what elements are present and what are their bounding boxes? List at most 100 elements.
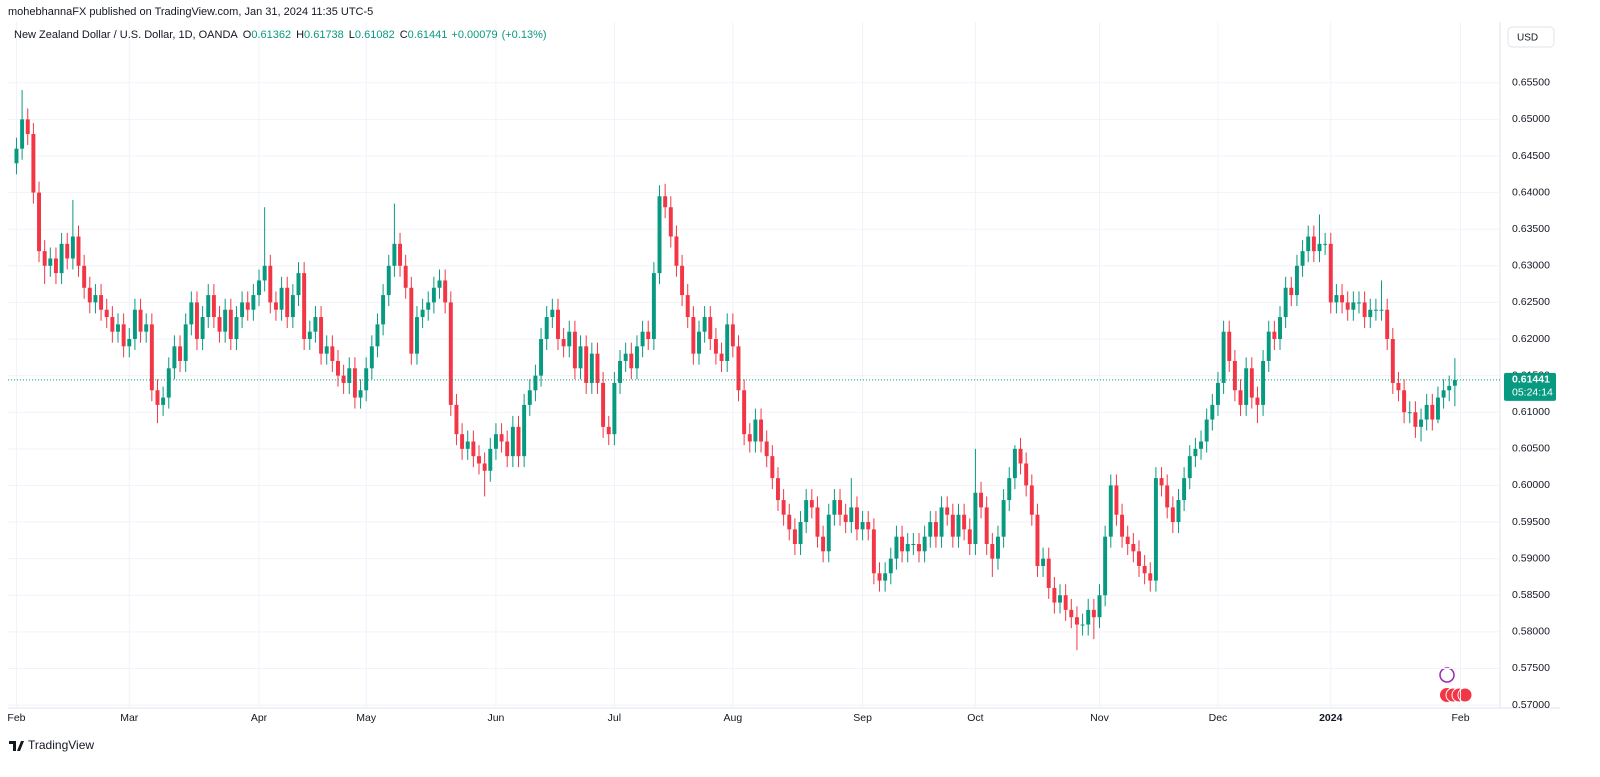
candle-body <box>1074 617 1079 625</box>
candle-body <box>110 317 115 332</box>
candle-body <box>25 119 30 135</box>
candle-body <box>1238 390 1243 405</box>
candle-body <box>928 522 933 537</box>
candle-body <box>1368 309 1373 318</box>
candle-body <box>979 492 984 508</box>
candle-body <box>1345 302 1350 310</box>
candle-body <box>533 375 538 391</box>
candle-body <box>116 324 120 332</box>
candle-body <box>1001 500 1006 537</box>
candle-body <box>1402 390 1407 413</box>
candle-body <box>1063 595 1068 610</box>
candle-body <box>211 295 216 318</box>
brand-logo <box>9 741 24 751</box>
candle-body <box>460 434 465 449</box>
candle-body <box>1199 441 1204 449</box>
candle-body <box>601 382 606 427</box>
y-tick-label: 0.61000 <box>1512 406 1550 418</box>
candle-body <box>144 324 149 332</box>
candle-body <box>279 287 284 310</box>
candle-body <box>674 236 679 266</box>
candle-body <box>20 119 25 149</box>
candle-body <box>1097 595 1102 618</box>
candle-body <box>194 302 199 340</box>
currency-button[interactable] <box>1507 26 1555 48</box>
candle-body <box>556 309 560 340</box>
header: mohebhannaFX published on TradingView.co… <box>8 6 373 18</box>
candle-body <box>1091 609 1096 618</box>
candle-body <box>482 463 487 471</box>
candle-body <box>606 426 611 435</box>
candle-body <box>1029 485 1034 515</box>
candle-body <box>1323 243 1328 245</box>
legend: New Zealand Dollar / U.S. Dollar, 1D, OA… <box>14 29 547 41</box>
candle-body <box>251 295 256 310</box>
candle-body <box>956 514 961 537</box>
x-tick-label: May <box>356 712 377 724</box>
candle-body <box>1413 412 1418 427</box>
candle-body <box>420 309 425 318</box>
candle-body <box>572 331 577 369</box>
candle-body <box>770 456 775 479</box>
candle-body <box>206 295 211 318</box>
candle-body <box>76 236 81 266</box>
candle-body <box>296 273 301 296</box>
candle-body <box>646 331 651 340</box>
candle-body <box>804 500 809 523</box>
y-tick-label: 0.60000 <box>1512 479 1550 491</box>
y-tick-label: 0.64500 <box>1512 150 1550 162</box>
currency[interactable]: USD <box>1517 33 1538 44</box>
candle-body <box>403 265 408 288</box>
candle-body <box>753 419 758 442</box>
candle-body <box>792 529 797 545</box>
candle-body <box>815 507 820 537</box>
candle-body <box>623 353 628 361</box>
candle-body <box>121 324 126 347</box>
x-tick-label: Apr <box>251 712 268 724</box>
candle-body <box>1170 507 1175 523</box>
candle-body <box>493 434 498 449</box>
y-tick-label: 0.65000 <box>1512 113 1550 125</box>
candle-body <box>866 522 871 530</box>
candle-body <box>860 522 865 530</box>
candle-body <box>911 544 916 546</box>
candle-body <box>894 536 899 559</box>
candle-body <box>651 273 656 340</box>
candle-body <box>787 514 792 530</box>
x-tick-label: Oct <box>967 712 983 724</box>
candle-body <box>1266 331 1271 361</box>
legend-change-pct: (+0.13%) <box>502 29 547 41</box>
last-price-tag <box>1504 372 1556 401</box>
x-tick-label: Jun <box>487 712 504 724</box>
candle-body <box>454 404 459 435</box>
candle-body <box>443 280 448 303</box>
candle-body <box>1153 478 1158 581</box>
candle-body <box>307 331 312 340</box>
candle-body <box>539 339 544 376</box>
candle-body <box>516 426 521 457</box>
candle-body <box>386 265 391 296</box>
candle-body <box>736 346 741 391</box>
legend-title: New Zealand Dollar / U.S. Dollar, 1D, OA… <box>14 29 238 41</box>
candle-body <box>1385 309 1390 340</box>
x-tick-label: Aug <box>724 712 743 724</box>
candle-body <box>87 287 92 303</box>
candle-body <box>1379 309 1384 311</box>
candle-body <box>1430 404 1435 420</box>
candle-body <box>945 507 950 515</box>
x-tick-label: Nov <box>1090 712 1109 724</box>
candle-body <box>1289 287 1294 296</box>
candle-body <box>172 346 177 369</box>
candle-body <box>14 148 19 164</box>
candle-body <box>1441 390 1446 398</box>
legend-label: O <box>243 29 252 41</box>
candle-body <box>708 317 713 340</box>
candle-body <box>1311 236 1316 252</box>
candle-body <box>838 500 842 515</box>
candle-body <box>1249 368 1254 398</box>
candle-body <box>245 302 250 310</box>
candle-body <box>381 295 386 325</box>
candle-body <box>1227 331 1232 361</box>
candle-body <box>1125 536 1130 545</box>
